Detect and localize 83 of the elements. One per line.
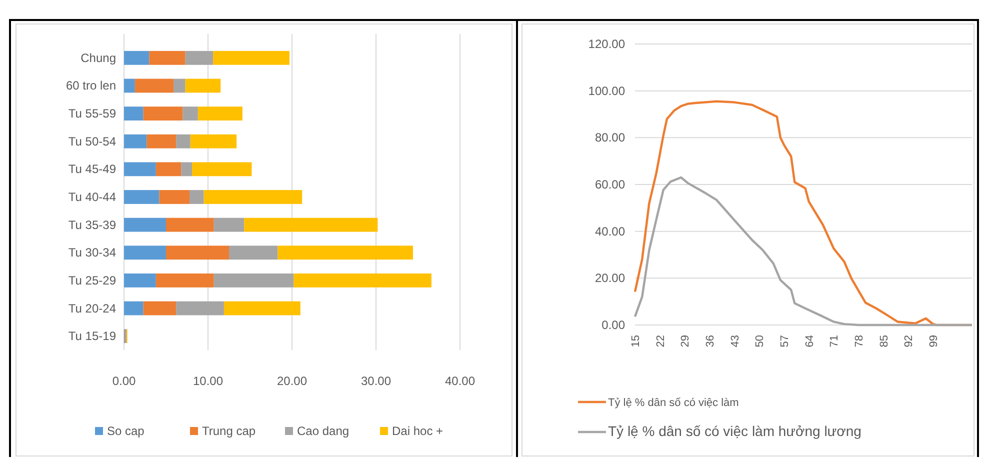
- bar: [182, 106, 198, 120]
- y-tick-label: Tu 35-39: [68, 218, 116, 232]
- y-tick-label: Tu 55-59: [68, 106, 116, 121]
- x-tick-label: 92: [903, 335, 916, 348]
- bar: [124, 301, 144, 316]
- bar: [146, 134, 176, 148]
- y-tick-label: Chung: [80, 50, 116, 65]
- bar: [156, 162, 182, 176]
- bar: [143, 106, 183, 120]
- bar: [214, 218, 244, 232]
- bar: [143, 301, 176, 316]
- bar: [229, 246, 278, 260]
- bar: [134, 78, 174, 93]
- y-tick-label: 60 tro len: [66, 78, 116, 93]
- x-tick-label: 0.00: [112, 374, 136, 388]
- x-tick-label: 99: [928, 335, 940, 348]
- bar: [294, 274, 432, 288]
- x-tick-label: 40.00: [444, 374, 476, 388]
- bar: [185, 50, 214, 65]
- legend-label: Dai hoc +: [392, 424, 444, 438]
- bar: [244, 218, 378, 232]
- bar: [181, 162, 192, 176]
- x-tick-label: 85: [878, 335, 890, 348]
- y-tick-label: Tu 25-29: [68, 273, 116, 288]
- bar: [159, 190, 190, 204]
- legend-label: Cao dang: [297, 424, 350, 438]
- y-tick-label: Tu 15-19: [68, 329, 116, 344]
- bar: [192, 162, 252, 176]
- bar: [204, 190, 302, 204]
- y-tick-label: 0.00: [602, 318, 626, 332]
- y-tick-label: 80.00: [594, 130, 626, 145]
- bar: [166, 246, 229, 260]
- bar: [124, 50, 150, 65]
- bar: [176, 134, 190, 148]
- x-tick-label: 15: [630, 335, 642, 348]
- x-tick-label: 20.00: [276, 374, 308, 388]
- x-tick-label: 29: [680, 335, 692, 348]
- bar: [124, 190, 160, 204]
- bar: [166, 218, 214, 232]
- bar: [124, 274, 156, 288]
- y-tick-label: 20.00: [594, 271, 626, 286]
- x-tick-label: 30.00: [360, 374, 392, 388]
- x-tick-label: 50: [754, 335, 766, 348]
- bar: [149, 50, 186, 65]
- x-tick-label: 43: [729, 335, 742, 348]
- line-series: [634, 176, 974, 326]
- bar: [124, 218, 166, 232]
- legend-label: So cap: [107, 424, 145, 438]
- x-tick-label: 36: [704, 335, 716, 348]
- bar: [124, 134, 147, 148]
- bar: [214, 274, 294, 288]
- y-tick-label: Tu 40-44: [68, 190, 116, 204]
- x-tick-label: 57: [778, 335, 791, 348]
- y-tick-label: Tu 45-49: [68, 162, 116, 176]
- bar: [124, 246, 166, 260]
- bar: [156, 274, 214, 288]
- x-tick-label: 22: [654, 335, 667, 348]
- bar: [174, 78, 186, 93]
- legend-label: Tỷ lệ % dân số có việc làm hưởng lương: [608, 423, 862, 439]
- x-tick-label: 71: [828, 335, 841, 348]
- y-tick-label: Tu 30-34: [68, 246, 116, 260]
- y-tick-label: Tu 20-24: [68, 301, 116, 316]
- legend-label: Tỷ lệ % dân số có việc làm: [608, 397, 739, 409]
- bar: [190, 134, 237, 148]
- bar: [278, 246, 413, 260]
- x-tick-label: 78: [853, 335, 866, 348]
- x-tick-label: 64: [804, 335, 816, 348]
- y-tick-label: Tu 50-54: [68, 134, 116, 148]
- bar: [176, 301, 224, 316]
- bar: [190, 190, 204, 204]
- bar: [124, 106, 144, 120]
- bar: [198, 106, 242, 120]
- legend-label: Trung cap: [202, 424, 256, 438]
- y-tick-label: 100.00: [588, 84, 626, 98]
- bar: [185, 78, 221, 93]
- bar: [213, 50, 290, 65]
- x-tick-label: 10.00: [192, 374, 224, 388]
- bar: [124, 162, 156, 176]
- bar: [124, 78, 135, 93]
- y-tick-label: 40.00: [594, 224, 626, 238]
- y-tick-label: 120.00: [588, 37, 626, 51]
- bar: [224, 301, 300, 316]
- y-tick-label: 60.00: [594, 178, 626, 192]
